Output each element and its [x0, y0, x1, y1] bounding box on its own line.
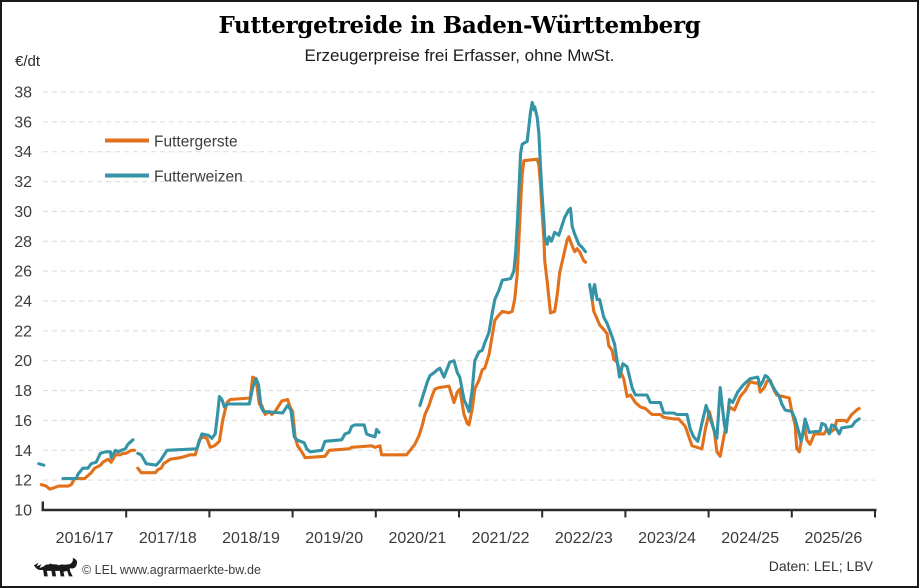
y-tick-label-30: 30: [14, 204, 32, 221]
legend-label-futterweizen: Futterweizen: [154, 169, 243, 186]
axis-labels: 38 36 34 32 30 28 26 24 22 20 18 16 14 12 10 2016/17 201…: [14, 84, 862, 547]
series-line-futterweizen-run2: [136, 377, 381, 467]
y-tick-label-16: 16: [14, 413, 32, 430]
x-tick-label-2019-20: 2019/20: [305, 530, 363, 547]
y-tick-label-18: 18: [14, 383, 32, 400]
y-tick-label-38: 38: [14, 84, 32, 101]
x-tick-label-2020-21: 2020/21: [388, 530, 446, 547]
y-tick-label-36: 36: [14, 114, 32, 131]
x-tick-label-2022-23: 2022/23: [555, 530, 613, 547]
x-tick-label-2025-26: 2025/26: [804, 530, 862, 547]
x-tick-label-2018-19: 2018/19: [222, 530, 280, 547]
gridlines: [43, 91, 875, 481]
x-tick-label-2016-17: 2016/17: [56, 530, 114, 547]
x-tick-label-2017-18: 2017/18: [139, 530, 197, 547]
data-source-text: Daten: LEL; LBV: [768, 558, 873, 574]
series-lines: [37, 100, 861, 491]
y-tick-label-20: 20: [14, 353, 32, 370]
x-tick-label-2024-25: 2024/25: [721, 530, 779, 547]
y-tick-label-34: 34: [14, 144, 32, 161]
legend: Futtergerste Futterweizen: [105, 134, 243, 186]
y-tick-label-28: 28: [14, 234, 32, 251]
y-axis-unit-label: €/dt: [15, 53, 41, 70]
x-tick-label-2021-22: 2021/22: [472, 530, 530, 547]
y-tick-label-26: 26: [14, 264, 32, 281]
series-line-futterweizen-run3: [418, 100, 588, 414]
series-line-futterweizen-run0: [37, 462, 46, 467]
copyright-text: © LEL www.agrarmaerkte-bw.de: [82, 563, 261, 577]
bw-lion-logo: [33, 557, 78, 577]
legend-label-futtergerste: Futtergerste: [154, 134, 238, 151]
series-line-futtergerste-run0: [39, 448, 137, 491]
series-line-futterweizen-run4: [588, 283, 861, 443]
x-tick-label-2023-24: 2023/24: [638, 530, 696, 547]
y-tick-label-22: 22: [14, 323, 32, 340]
y-tick-label-10: 10: [14, 503, 32, 520]
y-tick-label-12: 12: [14, 473, 32, 490]
y-tick-label-14: 14: [14, 443, 32, 460]
y-tick-label-24: 24: [14, 293, 32, 310]
chart-subtitle: Erzeugerpreise frei Erfasser, ohne MwSt.: [304, 46, 615, 65]
x-axis: [41, 501, 877, 518]
y-tick-label-32: 32: [14, 174, 32, 191]
chart-title: Futtergetreide in Baden-Württemberg: [218, 12, 701, 39]
series-line-futterweizen-run1: [61, 438, 135, 481]
